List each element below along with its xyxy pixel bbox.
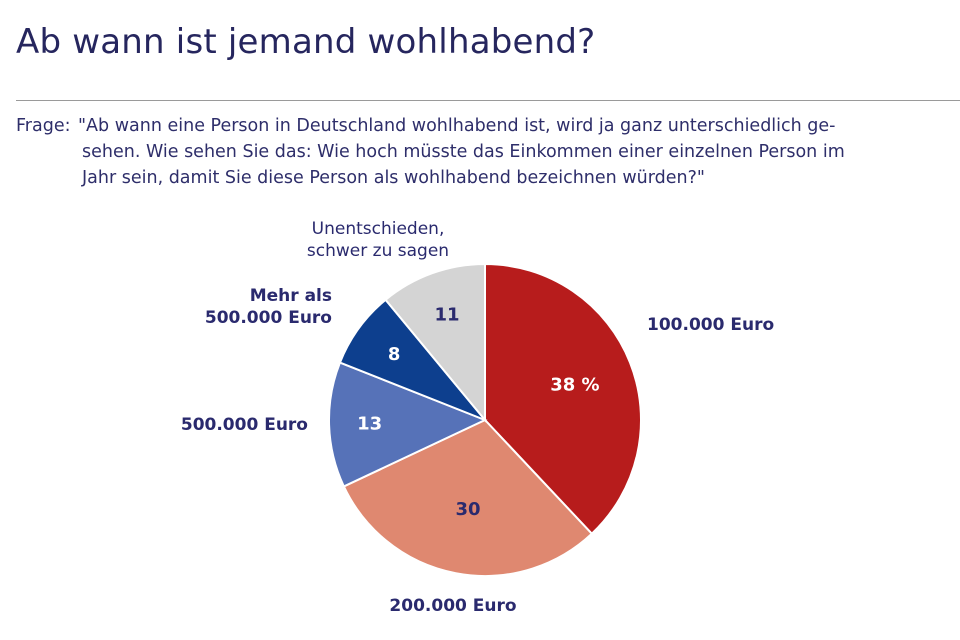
slice-category-line: 500.000 Euro — [181, 415, 308, 435]
slice-value-label: 11 — [434, 304, 459, 325]
question-line: sehen. Wie sehen Sie das: Wie hoch müsst… — [82, 142, 845, 162]
slice-category-label: 500.000 Euro — [181, 415, 308, 435]
slice-category-label: Unentschieden, schwer zu sagen — [307, 219, 449, 261]
slice-category-line: schwer zu sagen — [307, 241, 449, 261]
pie-slice — [327, 361, 488, 488]
question-text: "Ab wann eine Person in Deutschland wohl… — [78, 113, 944, 191]
chart-title: Ab wann ist jemand wohlhabend? — [16, 22, 596, 62]
slice-category-label: Mehr als 500.000 Euro — [205, 286, 332, 328]
slice-category-label: 200.000 Euro — [389, 596, 516, 616]
question-line: Jahr sein, damit Sie diese Person als wo… — [82, 168, 705, 188]
divider — [16, 100, 960, 101]
slice-category-line: 200.000 Euro — [389, 596, 516, 616]
slice-category-line: 500.000 Euro — [205, 308, 332, 328]
pie-slice — [384, 262, 486, 423]
slice-value-label: 30 — [455, 499, 480, 520]
slice-category-line: Unentschieden, — [312, 219, 445, 239]
question-label: Frage: — [16, 116, 71, 136]
pie-slice — [342, 418, 594, 577]
pie-slice — [484, 262, 642, 536]
slice-category-line: 100.000 Euro — [647, 315, 774, 335]
slice-category-label: 100.000 Euro — [647, 315, 774, 335]
slice-value-label: 8 — [388, 344, 401, 365]
slice-value-label: 13 — [357, 414, 382, 435]
question-line: "Ab wann eine Person in Deutschland wohl… — [78, 116, 836, 136]
slice-category-line: Mehr als — [250, 286, 332, 306]
slice-value-label: 38 % — [550, 374, 599, 395]
